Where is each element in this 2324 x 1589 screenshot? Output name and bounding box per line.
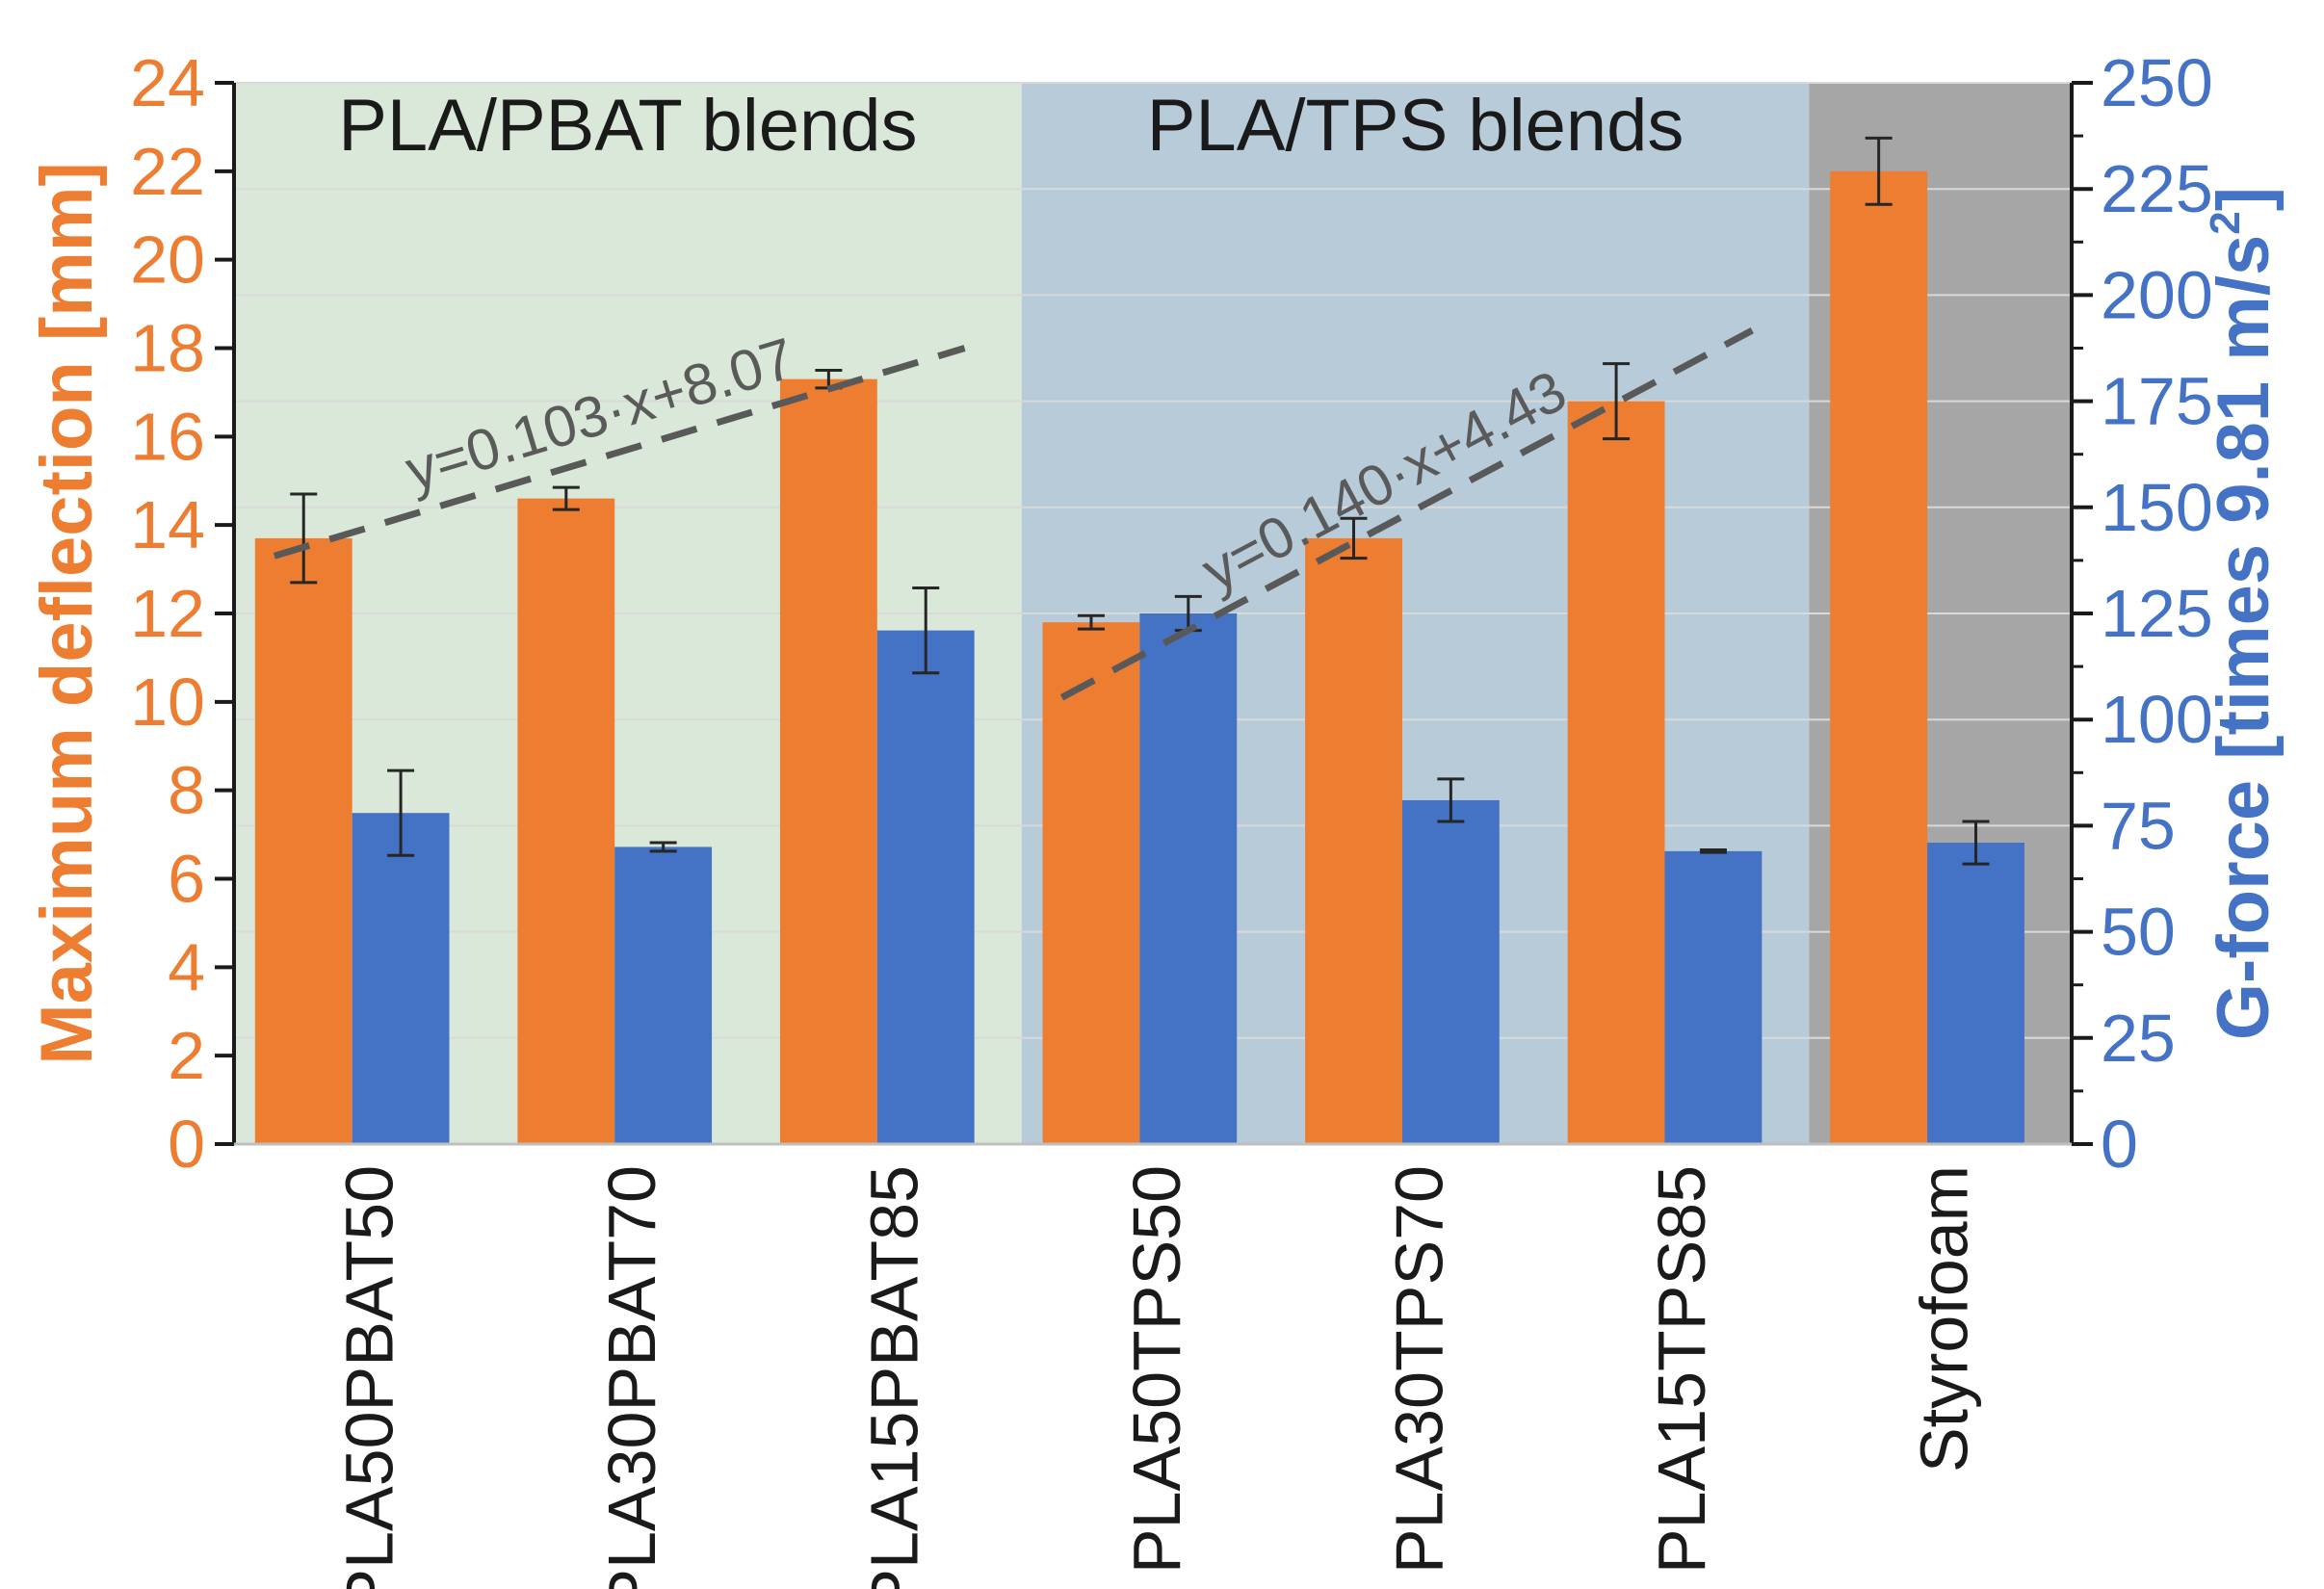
category-label-2: PLA15PBAT85	[856, 1165, 931, 1589]
y-axis-right-title-main: G-force [times 9.81 m/s	[2203, 235, 2285, 1040]
right-tick-label-8: 200	[2101, 257, 2213, 332]
right-tick-label-1: 25	[2101, 1001, 2176, 1076]
bar-s1-6	[1927, 843, 2024, 1144]
bar-s1-1	[614, 847, 713, 1144]
left-tick-label-7: 14	[130, 487, 205, 562]
left-tick-label-1: 2	[168, 1018, 205, 1093]
left-tick-label-8: 16	[130, 399, 205, 474]
left-tick-label-9: 18	[130, 311, 205, 386]
y-axis-right-title-superscript: 2	[2202, 211, 2249, 234]
bar-s1-5	[1664, 850, 1763, 1144]
category-label-5: PLA15TPS85	[1644, 1165, 1719, 1574]
category-label-6: Styrofoam	[1907, 1165, 1982, 1472]
category-label-0: PLA50PBAT50	[331, 1165, 406, 1589]
bar-s0-1	[517, 498, 615, 1144]
bar-s0-2	[779, 378, 877, 1144]
bar-s0-4	[1305, 537, 1402, 1144]
left-tick-label-2: 4	[168, 929, 205, 1004]
left-tick-label-11: 22	[130, 134, 205, 209]
group-label-1: PLA/TPS blends	[1147, 85, 1684, 167]
bar-s0-5	[1567, 401, 1665, 1145]
right-tick-label-7: 175	[2101, 364, 2213, 439]
right-tick-label-0: 0	[2101, 1107, 2138, 1182]
right-tick-label-10: 250	[2101, 45, 2213, 120]
bar-s0-3	[1042, 622, 1140, 1144]
left-tick-label-6: 12	[130, 576, 205, 651]
left-tick-label-3: 6	[168, 842, 205, 917]
bar-s0-6	[1830, 170, 1928, 1145]
right-tick-label-5: 125	[2101, 576, 2213, 651]
left-tick-label-4: 8	[168, 753, 205, 828]
category-label-1: PLA30PBAT70	[594, 1165, 669, 1589]
right-tick-label-2: 50	[2101, 895, 2176, 970]
group-label-0: PLA/PBAT blends	[338, 85, 917, 167]
left-tick-label-10: 20	[130, 222, 205, 298]
y-axis-right-title-end: ]	[2203, 187, 2285, 211]
right-tick-label-4: 100	[2101, 682, 2213, 757]
trendline-0	[273, 345, 966, 560]
bar-s1-2	[876, 630, 975, 1144]
right-tick-label-3: 75	[2101, 788, 2176, 863]
y-axis-left-title: Maximum deflection [mm]	[26, 162, 108, 1064]
category-label-4: PLA30TPS70	[1382, 1165, 1457, 1574]
bar-s1-4	[1401, 799, 1500, 1144]
bar-s1-0	[352, 813, 450, 1144]
left-tick-label-0: 0	[168, 1107, 205, 1182]
right-tick-label-9: 225	[2101, 151, 2213, 226]
right-tick-label-6: 150	[2101, 470, 2213, 545]
trendline-1	[1059, 327, 1754, 701]
y-axis-right-title: G-force [times 9.81 m/s2]	[2202, 187, 2285, 1040]
left-tick-label-12: 24	[130, 45, 205, 120]
bar-s0-0	[254, 537, 353, 1144]
left-tick-label-5: 10	[130, 664, 205, 740]
category-label-3: PLA50TPS50	[1119, 1165, 1194, 1574]
bar-s1-3	[1139, 613, 1238, 1144]
